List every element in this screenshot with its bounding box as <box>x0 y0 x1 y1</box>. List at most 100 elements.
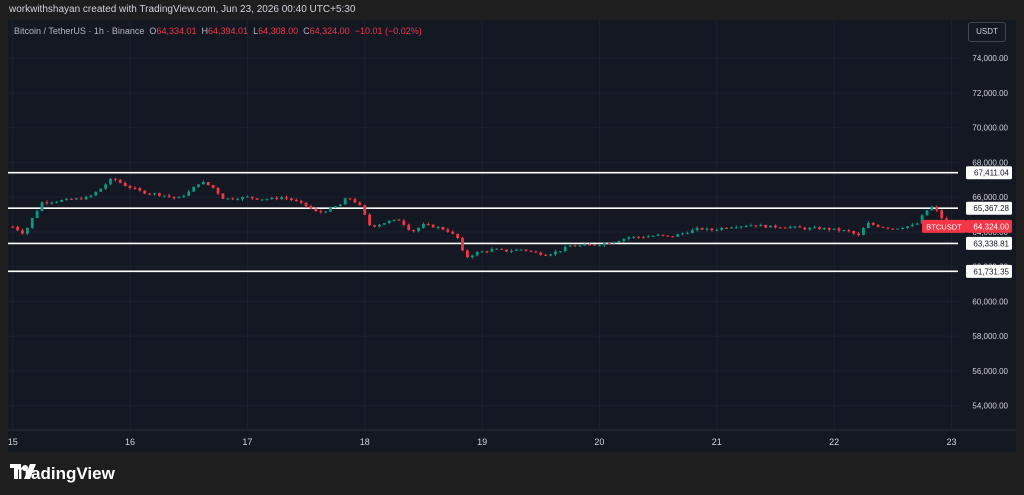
candle-body-71 <box>358 202 362 206</box>
candle-body-137 <box>681 233 684 235</box>
candle-body-12 <box>69 198 73 200</box>
level-tag-3 <box>966 264 1012 278</box>
candle-body-188 <box>930 206 934 211</box>
candle-body-100 <box>500 248 504 250</box>
candle-body-176 <box>871 222 875 225</box>
candle-body-22 <box>118 179 122 183</box>
candle-body-24 <box>128 186 132 188</box>
candle-body-34 <box>177 196 181 199</box>
candle-body-141 <box>700 227 704 230</box>
candle-body-146 <box>725 227 728 229</box>
candle-body-175 <box>866 222 870 229</box>
x-tick-label-2: 17 <box>242 437 252 447</box>
candle-body-62 <box>314 208 318 212</box>
candle-body-151 <box>749 225 753 227</box>
candle-body-162 <box>803 227 807 230</box>
candle-body-37 <box>192 186 196 192</box>
candle-body-116 <box>578 245 582 247</box>
candle-body-18 <box>99 188 103 192</box>
tradingview-logo[interactable]: TradingView <box>10 464 115 484</box>
candle-body-180 <box>891 228 895 230</box>
candle-body-121 <box>602 243 606 246</box>
candle-body-120 <box>598 245 601 247</box>
level-tag-1 <box>966 201 1012 215</box>
candle-body-72 <box>363 205 367 215</box>
candle-body-127 <box>632 236 636 238</box>
candle-body-19 <box>104 184 107 189</box>
candle-body-172 <box>852 231 856 234</box>
candle-body-3 <box>25 227 29 234</box>
y-tick-label-0: 54,000.00 <box>972 402 1008 411</box>
candle-body-74 <box>373 225 376 227</box>
candle-body-5 <box>35 211 39 218</box>
candle-body-168 <box>832 228 836 230</box>
x-tick-label-3: 18 <box>360 437 370 447</box>
candle-body-157 <box>778 227 782 229</box>
candle-body-154 <box>764 224 768 228</box>
candle-body-159 <box>788 226 792 228</box>
candle-body-56 <box>285 197 288 199</box>
high-label: H <box>201 26 209 36</box>
candlestick-chart[interactable]: 54,000.0056,000.0058,000.0060,000.0062,0… <box>8 20 1016 452</box>
change-value: −10.01 (−0.02%) <box>354 26 422 36</box>
candle-body-58 <box>294 200 298 202</box>
level-tag-label-2: 63,338.81 <box>973 239 1009 248</box>
candle-body-115 <box>573 245 577 247</box>
candle-body-112 <box>558 251 562 253</box>
x-tick-label-8: 23 <box>946 437 956 447</box>
open-value: 64,334.01 <box>156 26 197 36</box>
candle-body-150 <box>744 226 748 228</box>
chart-area[interactable]: 54,000.0056,000.0058,000.0060,000.0062,0… <box>8 20 1016 452</box>
x-tick-label-1: 16 <box>125 437 135 447</box>
candle-body-30 <box>157 193 161 196</box>
open-label: O <box>149 26 157 36</box>
candle-body-147 <box>730 227 733 229</box>
candle-body-164 <box>813 227 816 229</box>
currency-button[interactable]: USDT <box>968 22 1006 42</box>
candle-body-6 <box>40 202 44 212</box>
candle-body-96 <box>480 251 484 253</box>
candle-body-114 <box>568 245 572 247</box>
candle-body-102 <box>510 250 513 252</box>
candle-body-109 <box>544 254 548 256</box>
candle-body-2 <box>21 230 24 234</box>
candle-body-98 <box>490 249 494 252</box>
candle-body-10 <box>60 200 63 202</box>
candle-body-27 <box>143 190 147 194</box>
candle-body-179 <box>886 227 890 229</box>
candle-body-59 <box>299 200 303 203</box>
candle-body-41 <box>211 185 215 188</box>
candle-body-174 <box>862 228 865 236</box>
candle-body-45 <box>231 198 235 200</box>
x-tick-label-4: 19 <box>477 437 487 447</box>
level-tag-label-0: 67,411.04 <box>974 169 1010 178</box>
candle-body-108 <box>539 252 543 255</box>
last-price-symbol-tag <box>922 219 966 233</box>
last-price-value: 64,324.00 <box>973 222 1009 231</box>
candle-body-84 <box>422 224 425 228</box>
candle-body-44 <box>226 198 230 200</box>
level-tag-2 <box>966 236 1012 250</box>
candle-body-67 <box>338 204 342 207</box>
candle-body-145 <box>720 227 724 230</box>
candle-body-139 <box>690 230 694 234</box>
candle-body-43 <box>221 193 225 199</box>
y-tick-label-6: 66,000.00 <box>972 193 1008 202</box>
candle-body-169 <box>837 228 841 231</box>
candle-body-32 <box>167 195 171 197</box>
candle-body-143 <box>710 228 714 231</box>
candle-body-89 <box>446 229 450 232</box>
x-tick-label-0: 15 <box>8 437 18 447</box>
candle-body-82 <box>412 230 416 232</box>
candle-body-170 <box>842 230 846 232</box>
candle-body-101 <box>505 249 508 252</box>
candle-body-65 <box>329 207 332 212</box>
y-tick-label-1: 56,000.00 <box>972 367 1008 376</box>
x-tick-label-6: 21 <box>712 437 722 447</box>
candle-body-144 <box>715 229 719 231</box>
candle-body-122 <box>607 243 611 245</box>
candle-body-129 <box>642 237 645 239</box>
candle-body-118 <box>588 244 592 246</box>
candle-body-23 <box>123 182 127 187</box>
candle-body-42 <box>216 187 220 194</box>
